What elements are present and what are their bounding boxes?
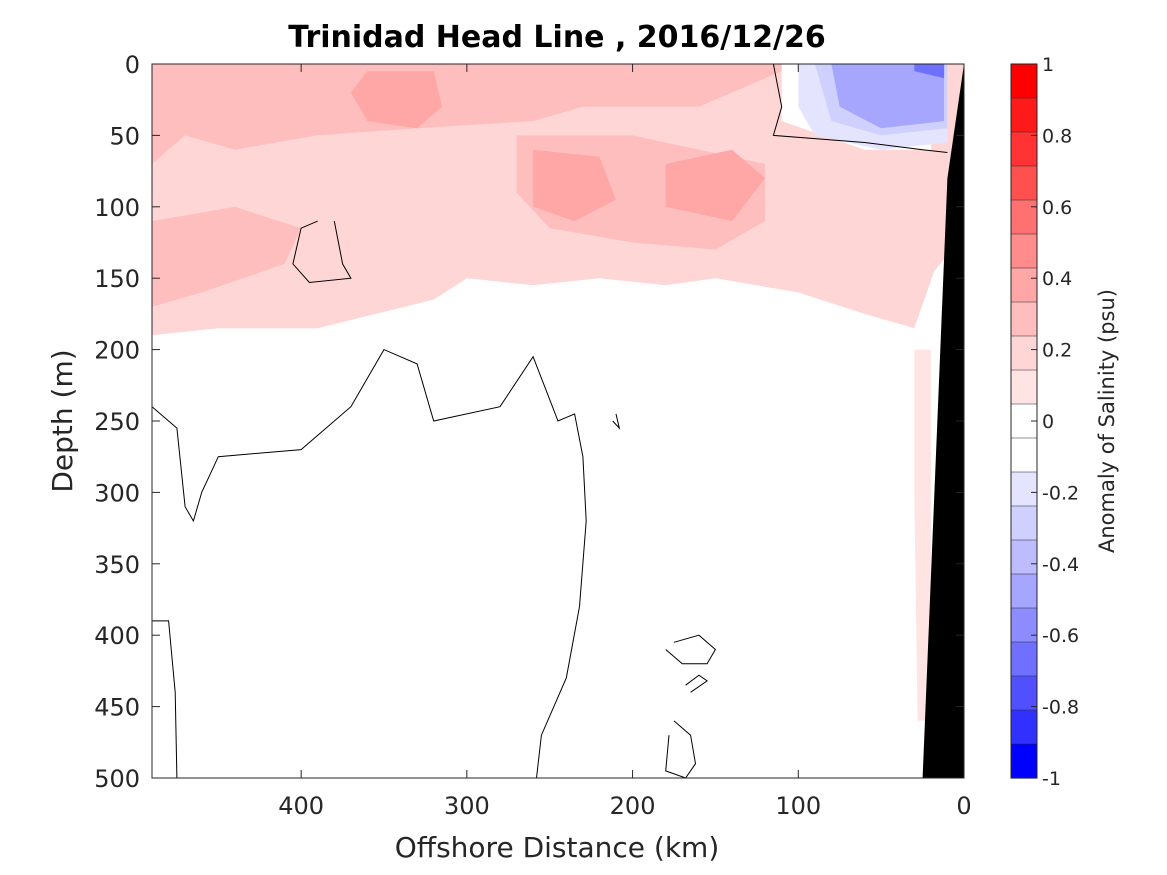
y-tick-label: 150	[94, 265, 140, 293]
colorbar-tick-label: -0.6	[1042, 625, 1079, 647]
colorbar-tick-label: -0.2	[1042, 482, 1079, 504]
y-tick-label: 350	[94, 551, 140, 579]
colorbar	[1010, 63, 1038, 779]
zero-contour-layer	[152, 64, 948, 778]
y-tick-label: 450	[94, 694, 140, 722]
colorbar-ticks: 1 0.8 0.6 0.4 0.2 0 -0.2 -0.4 -0.6 -0.8 -1	[1031, 54, 1079, 790]
anomaly-region-12	[914, 64, 945, 79]
colorbar-segment	[1011, 370, 1037, 405]
colorbar-tick-label: 1	[1042, 54, 1054, 76]
x-tick-label: 400	[278, 792, 324, 820]
colorbar-segment	[1011, 472, 1037, 507]
colorbar-tick-label: 0.6	[1042, 197, 1072, 219]
colorbar-segment	[1011, 234, 1037, 269]
colorbar-segment	[1011, 642, 1037, 677]
colorbar-tick-label: 0	[1042, 411, 1054, 433]
anomaly-region-7	[914, 349, 931, 721]
colorbar-segment	[1011, 132, 1037, 167]
colorbar-segment	[1011, 268, 1037, 303]
y-tick-label: 200	[94, 337, 140, 365]
zero-contour-line-5	[665, 634, 717, 665]
colorbar-tick-label: 0.2	[1042, 340, 1072, 362]
zero-contour-line-4	[612, 413, 621, 430]
y-tick-label: 400	[94, 622, 140, 650]
colorbar-segment	[1011, 574, 1037, 609]
anomaly-region-2	[152, 206, 302, 307]
colorbar-tick-label: -1	[1042, 768, 1061, 790]
y-tick-label: 300	[94, 479, 140, 507]
colorbar-segment	[1011, 200, 1037, 235]
x-axis-ticks: 400 300 200 100 0	[278, 64, 972, 820]
colorbar-segment	[1011, 540, 1037, 575]
zero-contour-line-1	[292, 220, 352, 284]
y-tick-label: 100	[94, 194, 140, 222]
colorbar-segment	[1011, 336, 1037, 371]
y-axis-ticks: 0 50 100 150 200 250 300 350 400 450 500	[94, 51, 964, 793]
colorbar-tick-label: 0.4	[1042, 268, 1072, 290]
colorbar-segment	[1011, 166, 1037, 201]
anomaly-region-6	[665, 149, 766, 222]
zero-contour-line-3	[152, 620, 178, 778]
colorbar-segment	[1011, 506, 1037, 541]
land-mask	[922, 64, 964, 778]
zero-contour-line-2	[152, 348, 587, 778]
y-tick-label: 0	[125, 51, 140, 79]
x-tick-label: 100	[775, 792, 821, 820]
anomaly-region-11	[831, 64, 945, 129]
chart-title: Trinidad Head Line , 2016/12/26	[288, 20, 825, 55]
x-tick-label: 300	[444, 792, 490, 820]
y-axis-label: Depth (m)	[46, 349, 79, 492]
colorbar-segment	[1011, 710, 1037, 745]
zero-contour-line-7	[665, 720, 697, 778]
x-tick-label: 0	[956, 792, 971, 820]
colorbar-segment	[1011, 608, 1037, 643]
anomaly-region-4	[350, 71, 442, 129]
contour-fill-layer	[152, 64, 964, 721]
colorbar-tick-label: 0.8	[1042, 125, 1072, 147]
x-tick-label: 200	[610, 792, 656, 820]
colorbar-segment	[1011, 64, 1037, 99]
x-axis-label: Offshore Distance (km)	[395, 831, 720, 864]
colorbar-segment	[1011, 98, 1037, 133]
colorbar-label: Anomaly of Salinity (psu)	[1095, 289, 1119, 553]
land-mask-layer	[922, 64, 964, 778]
y-tick-label: 500	[94, 765, 140, 793]
y-tick-label: 250	[94, 408, 140, 436]
y-tick-label: 50	[109, 122, 140, 150]
colorbar-tick-label: -0.4	[1042, 554, 1079, 576]
colorbar-segment	[1011, 676, 1037, 711]
colorbar-segment	[1011, 438, 1037, 473]
colorbar-tick-label: -0.8	[1042, 697, 1079, 719]
anomaly-region-5	[533, 149, 616, 222]
anomaly-region-1	[152, 64, 799, 164]
zero-contour-line-0	[772, 64, 948, 153]
colorbar-segment	[1011, 302, 1037, 337]
colorbar-segment	[1011, 744, 1037, 779]
zero-contour-line-6	[685, 674, 708, 693]
